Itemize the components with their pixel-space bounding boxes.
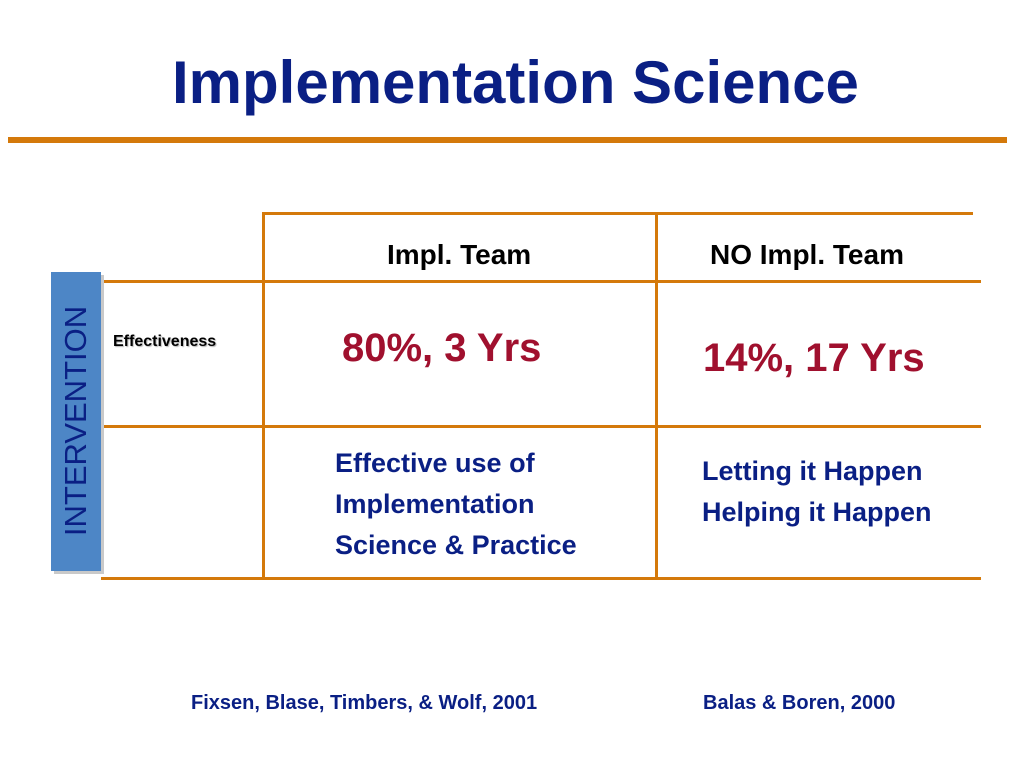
column-header-no-impl-team: NO Impl. Team	[710, 239, 904, 270]
intervention-label: INTERVENTION	[58, 305, 93, 537]
grid-line-middle	[101, 425, 981, 428]
intervention-side-bar	[51, 272, 101, 571]
description-line: Effective use of	[335, 448, 535, 478]
description-impl-team: Effective use of Implementation Science …	[335, 443, 577, 566]
citation-fixsen: Fixsen, Blase, Timbers, & Wolf, 2001	[191, 692, 538, 714]
description-line: Letting it Happen	[702, 456, 923, 486]
description-no-impl-team: Letting it Happen Helping it Happen	[702, 451, 932, 533]
grid-line-top	[263, 212, 973, 215]
stat-no-impl-team: 14%, 17 Yrs	[703, 336, 925, 380]
description-line: Implementation	[335, 489, 535, 519]
description-line: Science & Practice	[335, 530, 577, 560]
stat-impl-team: 80%, 3 Yrs	[342, 326, 542, 370]
slide-title: Implementation Science	[172, 49, 859, 116]
column-header-impl-team: Impl. Team	[387, 239, 532, 270]
grid-line-center	[655, 212, 658, 580]
grid-line-left	[262, 212, 265, 580]
citation-balas: Balas & Boren, 2000	[703, 692, 896, 714]
title-underline	[8, 137, 1007, 143]
grid-line-bottom	[101, 577, 981, 580]
row-label-effectiveness: Effectiveness	[113, 333, 217, 350]
grid-line-header-bottom	[101, 280, 981, 283]
description-line: Helping it Happen	[702, 497, 932, 527]
